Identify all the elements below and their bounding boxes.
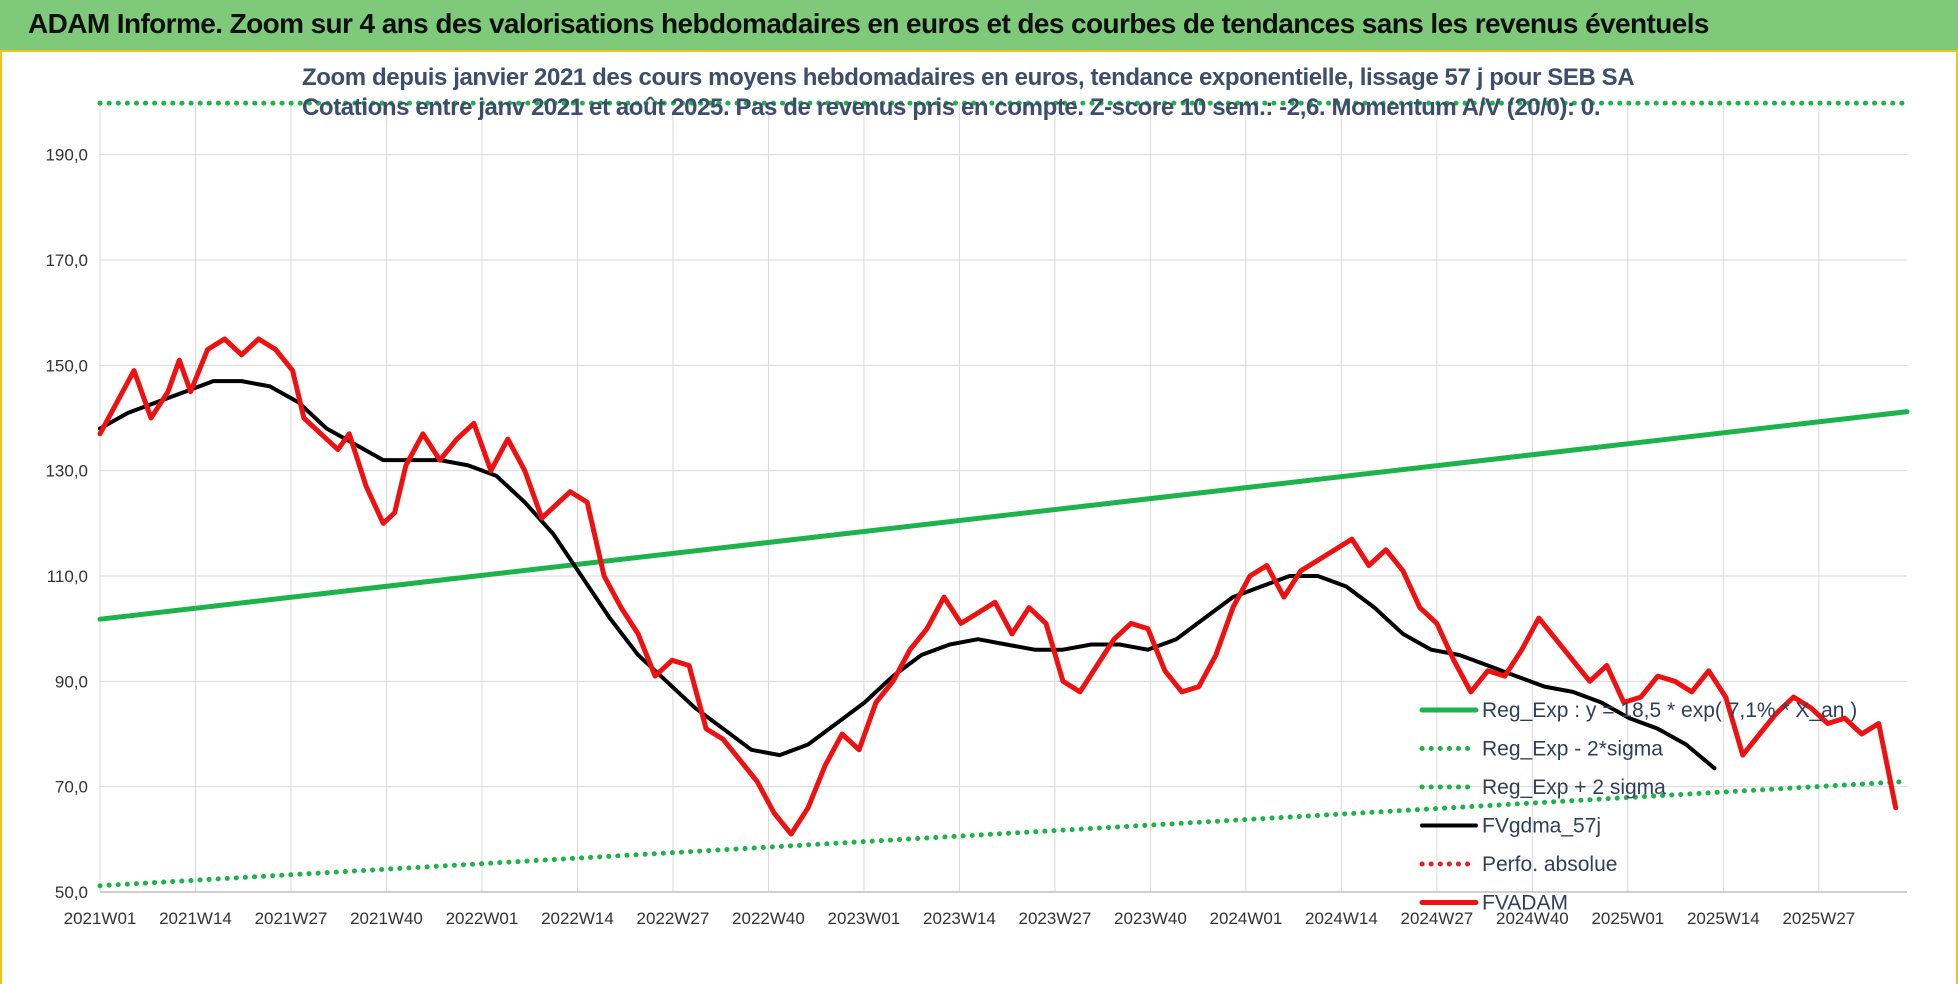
x-tick-label: 2024W27: [1400, 909, 1473, 928]
x-tick-label: 2022W27: [637, 909, 710, 928]
x-tick-label: 2021W27: [255, 909, 328, 928]
series-line-5: [97, 336, 1899, 837]
x-tick-label: 2023W01: [828, 909, 901, 928]
y-tick-label: 170,0: [45, 251, 88, 270]
y-tick-label: 130,0: [45, 462, 88, 481]
x-tick-label: 2021W14: [159, 909, 232, 928]
x-tick-label: 2023W27: [1019, 909, 1092, 928]
x-tick-label: 2022W40: [732, 909, 805, 928]
x-tick-label: 2025W14: [1687, 909, 1760, 928]
legend-entry-5: FVADAM: [1482, 892, 1568, 915]
x-tick-label: 2025W01: [1591, 909, 1664, 928]
x-tick-label: 2024W40: [1496, 909, 1569, 928]
x-tick-label: 2022W01: [446, 909, 519, 928]
y-tick-label: 190,0: [45, 146, 88, 165]
x-tick-label: 2023W14: [923, 909, 996, 928]
line-chart: 50,0 70,0 90,0 110,0 130,0 150,0 170,0 190,0 202…: [45, 100, 1910, 928]
report-banner: ADAM Informe. Zoom sur 4 ans des valoris…: [0, 0, 1958, 52]
x-tick-label: 2021W01: [64, 909, 137, 928]
y-tick-label: 70,0: [55, 778, 88, 797]
chart-title-line-1: Zoom depuis janvier 2021 des cours moyen…: [302, 64, 1635, 91]
series-layer: [97, 100, 1910, 889]
legend-entry-1: Reg_Exp - 2*sigma: [1482, 738, 1663, 761]
x-tick-label: 2024W01: [1210, 909, 1283, 928]
chart-frame: 50,0 70,0 90,0 110,0 130,0 150,0 170,0 190,0 202…: [0, 52, 1958, 984]
x-tick-label: 2024W14: [1305, 909, 1378, 928]
x-tick-label: 2025W27: [1782, 909, 1855, 928]
legend-entry-2: Reg_Exp + 2 sigma: [1482, 776, 1666, 799]
chart-title-line-2: Cotations entre janv 2021 et août 2025. …: [302, 94, 1601, 121]
series-line-1: [97, 778, 1910, 889]
x-tick-label: 2023W40: [1114, 909, 1187, 928]
legend-entry-3: FVgdma_57j: [1482, 815, 1601, 838]
y-tick-label: 90,0: [55, 672, 88, 691]
series-line-3: [98, 379, 1717, 771]
x-tick-label: 2022W14: [541, 909, 614, 928]
y-tick-label: 110,0: [47, 567, 88, 586]
series-line-0: [97, 409, 1910, 622]
legend: Reg_Exp : y = 18,5 * exp( 7,1% * X_an ) R…: [1419, 699, 1857, 915]
legend-entry-4: Perfo. absolue: [1482, 853, 1617, 876]
x-tick-label: 2021W40: [350, 909, 423, 928]
axis-layer: 50,0 70,0 90,0 110,0 130,0 150,0 170,0 190,0 202…: [45, 146, 1907, 928]
legend-entry-0: Reg_Exp : y = 18,5 * exp( 7,1% * X_an ): [1482, 699, 1857, 722]
y-tick-label: 50,0: [55, 883, 88, 902]
y-tick-label: 150,0: [45, 356, 88, 375]
banner-title: ADAM Informe. Zoom sur 4 ans des valoris…: [28, 8, 1709, 39]
